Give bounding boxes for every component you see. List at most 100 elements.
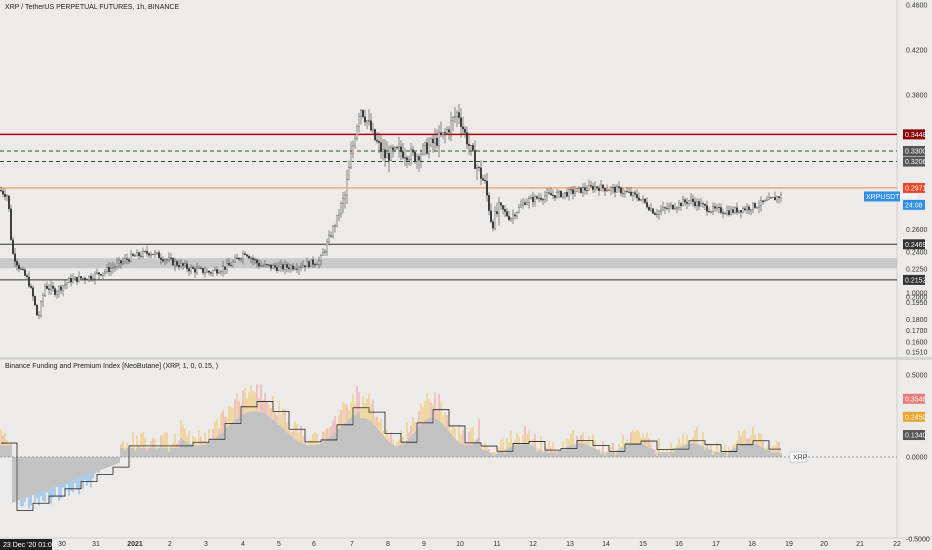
candle-body [486,180,488,196]
candle-body [760,200,762,207]
candle-body [606,190,608,192]
candle-body [110,268,112,273]
candle-body [232,261,234,267]
candle-body [590,185,592,187]
candle-body [262,265,264,267]
candle-body [194,268,196,273]
candle-body [338,213,340,216]
candle-body [530,197,532,199]
candle-body [406,157,408,161]
candle-body [424,142,426,146]
candle-body [126,258,128,260]
candle-body [740,210,742,213]
candle-body [192,267,194,269]
candle-body [392,147,394,150]
candle-body [350,153,352,168]
candle-body [196,268,198,273]
candle-body [414,152,416,162]
candle-body [490,210,492,222]
candle-body [306,261,308,268]
candle-body [662,207,664,211]
candle-body [68,278,70,283]
candle-body [362,110,364,117]
candle-body [380,142,382,152]
candle-body [518,207,520,213]
candle-body [188,268,190,272]
candle-body [512,214,514,219]
price-badge [864,191,900,202]
candle-body [180,263,182,268]
candle-body [128,259,130,262]
candle-body [758,205,760,208]
candle-body [290,265,292,270]
price-axis-tick: 0.3800 [906,92,928,99]
candle-body [292,265,294,270]
candle-body [96,272,98,274]
candle-body [542,199,544,201]
candle-body [104,271,106,274]
candle-body [248,256,250,259]
candle-body [132,253,134,256]
candle-body [768,197,770,201]
candle-body [30,286,32,288]
candle-body [118,260,120,264]
candle-body [300,266,302,268]
candle-body [506,211,508,217]
candle-body [476,166,478,169]
candle-body [170,257,172,259]
candle-body [418,156,420,161]
candle-body [480,167,482,179]
candle-body [176,261,178,266]
candle-body [106,267,108,272]
candle-body [386,152,388,159]
candle-body [624,191,626,194]
candle-body [296,268,298,270]
candle-body [100,274,102,276]
candle-body [28,276,30,287]
candle-body [660,209,662,212]
candle-body [610,187,612,191]
price-axis-tick: 0.4600 [906,3,928,10]
price-badge-label: 0.2971 [905,185,927,192]
candle-body [172,258,174,266]
indicator-badge [903,393,925,404]
candle-body [604,188,606,192]
price-axis-tick: 0.1800 [906,317,928,324]
candle-body [308,261,310,267]
candle-body [174,261,176,266]
candle-body [54,288,56,295]
candle-body [268,264,270,266]
candle-body [710,211,712,213]
candle-body [138,252,140,257]
candle-body [44,285,46,296]
price-axis-tick: 0.1950 [906,300,928,307]
candle-body [714,206,716,209]
candle-body [620,187,622,194]
candle-body [642,198,644,200]
candle-body [744,208,746,211]
candle-body [112,267,114,269]
candle-body [352,145,354,154]
candle-body [240,258,242,260]
candle-body [548,192,550,194]
candle-body [678,202,680,208]
candle-body [50,285,52,290]
time-axis-label: 2021 [127,541,143,548]
candle-body [750,209,752,211]
candle-body [570,189,572,191]
candle-body [452,117,454,122]
time-axis-label: 13 [566,541,574,548]
candle-body [666,207,668,209]
candle-body [152,254,154,255]
candle-body [356,126,358,140]
price-badge [903,199,925,210]
candle-body [162,259,164,262]
price-badge-label: 24:08 [905,202,923,209]
indicator-badge-label: 0.2450 [905,414,927,421]
candle-body [520,204,522,208]
candle-body [726,210,728,214]
candle-body [222,266,224,272]
candle-body [342,198,344,204]
